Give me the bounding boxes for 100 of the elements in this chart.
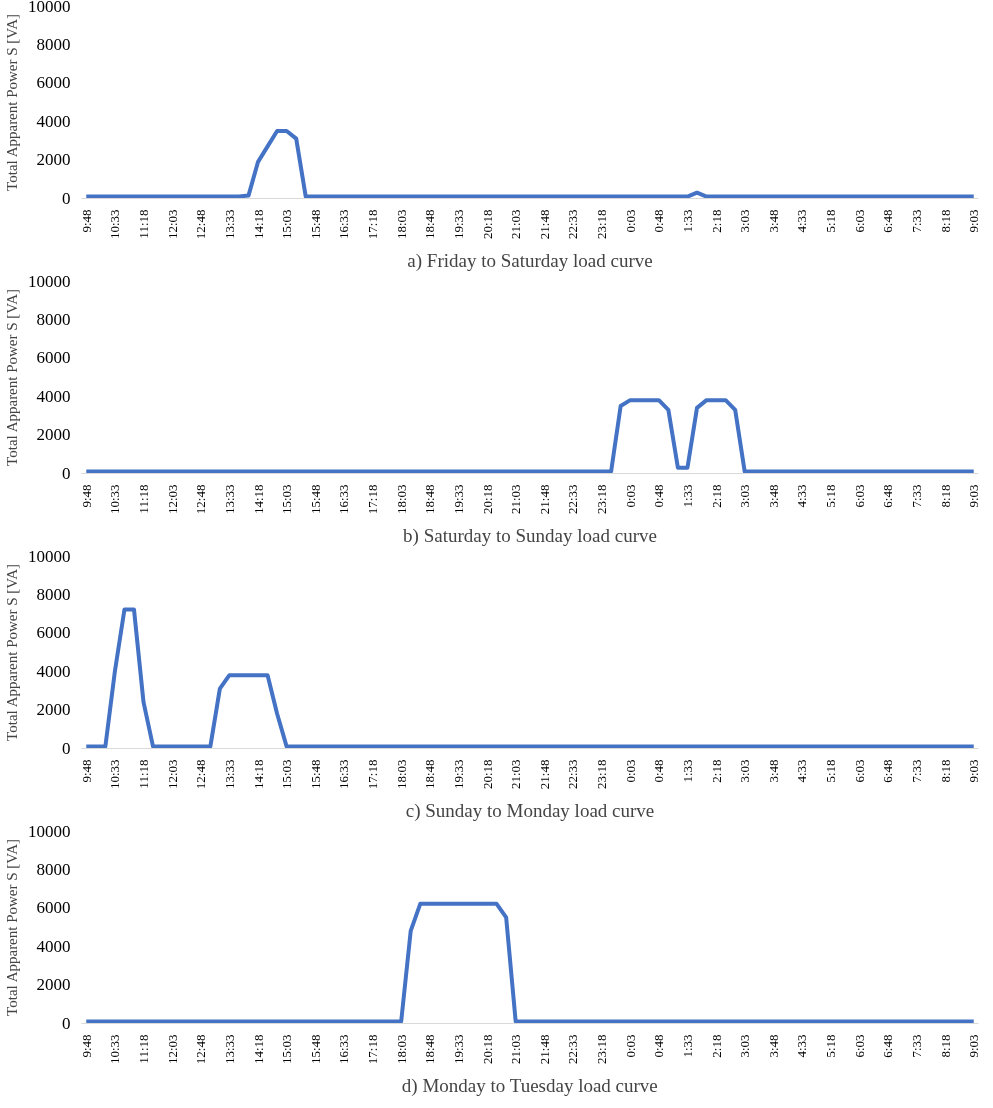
y-tick-label: 0 (62, 1014, 71, 1033)
x-tick-label: 3:48 (765, 209, 781, 233)
x-tick-label: 12:48 (193, 759, 209, 790)
x-tick-label: 16:33 (336, 1034, 352, 1065)
x-tick-label: 2:18 (708, 209, 724, 233)
x-tick-label: 1:33 (679, 209, 695, 233)
x-tick-label: 18:03 (393, 209, 409, 240)
y-tick-label: 2000 (36, 425, 71, 445)
y-tick-label: 10000 (28, 271, 71, 291)
x-tick-label: 0:48 (651, 1034, 667, 1058)
line-series (84, 128, 976, 199)
x-tick-label: 20:18 (479, 209, 495, 240)
x-tick-label: 3:48 (765, 1034, 781, 1058)
x-tick-label: 3:03 (737, 209, 753, 233)
x-tick-label: 6:48 (880, 759, 896, 783)
y-tick-label: 0 (62, 464, 71, 483)
x-tick-label: 0:48 (651, 484, 667, 508)
x-tick-label: 17:18 (365, 759, 381, 790)
x-tick-label: 3:03 (737, 1034, 753, 1058)
x-tick-label: 8:18 (937, 759, 953, 783)
x-tick-label: 8:18 (937, 1034, 953, 1058)
x-tick-label: 15:48 (307, 759, 323, 790)
x-tick-label: 0:03 (622, 759, 638, 783)
x-tick-label: 15:48 (307, 1034, 323, 1065)
x-tick-label: 9:48 (78, 759, 94, 783)
x-tick-label: 5:18 (823, 484, 839, 508)
x-tick-label: 21:48 (536, 1034, 552, 1065)
x-tick-label: 7:33 (908, 1034, 924, 1058)
x-tick-label: 1:33 (679, 484, 695, 508)
x-tick-label: 0:03 (622, 484, 638, 508)
x-tick-label: 11:18 (136, 1034, 152, 1064)
x-tick-label: 10:33 (107, 209, 123, 240)
x-tick-label: 10:33 (107, 484, 123, 515)
x-tick-label: 15:03 (279, 759, 295, 790)
x-tick-label: 12:03 (164, 1034, 180, 1065)
x-tick-label: 19:33 (450, 1034, 466, 1065)
x-tick-label: 18:48 (422, 759, 438, 790)
x-tick-label: 20:18 (479, 1034, 495, 1065)
x-tick-label: 15:48 (307, 484, 323, 515)
x-tick-label: 10:33 (107, 759, 123, 790)
y-tick-label: 4000 (36, 661, 71, 681)
text: c) Sunday to Monday load curve (405, 799, 655, 822)
y-tick-label: 0 (62, 739, 71, 758)
y-tick-label: 10000 (28, 546, 71, 566)
x-tick-label: 0:03 (622, 1034, 638, 1058)
x-tick-label: 6:03 (851, 484, 867, 508)
y-tick-label: 8000 (36, 859, 71, 879)
x-tick-label: 16:33 (336, 484, 352, 515)
x-tick-label: 19:33 (450, 209, 466, 240)
x-tick-label: 4:33 (794, 209, 810, 233)
y-tick-label: 2000 (36, 150, 71, 170)
x-tick-label: 12:03 (164, 209, 180, 240)
x-tick-label: 12:48 (193, 484, 209, 515)
y-tick-label: 6000 (36, 623, 71, 643)
x-tick-label: 12:03 (164, 759, 180, 790)
y-tick-label: 6000 (36, 348, 71, 368)
x-tick-label: 21:03 (508, 209, 524, 240)
x-tick-label: 6:48 (880, 209, 896, 233)
y-tick-label: 4000 (36, 111, 71, 131)
y-tick-label: 6000 (36, 73, 71, 93)
x-tick-label: 14:18 (250, 209, 266, 240)
y-tick-label: 8000 (36, 34, 71, 54)
x-tick-label: 3:48 (765, 484, 781, 508)
x-tick-label: 14:18 (250, 484, 266, 515)
x-tick-label: 3:03 (737, 759, 753, 783)
y-tick-label: 8000 (36, 584, 71, 604)
x-tick-label: 19:33 (450, 759, 466, 790)
x-tick-label: 12:48 (193, 1034, 209, 1065)
x-tick-label: 17:18 (365, 484, 381, 515)
x-tick-label: 6:48 (880, 1034, 896, 1058)
x-tick-label: 5:18 (823, 1034, 839, 1058)
y-tick-label: 8000 (36, 309, 71, 329)
x-tick-label: 14:18 (250, 1034, 266, 1065)
x-tick-label: 22:33 (565, 484, 581, 515)
x-tick-label: 18:03 (393, 759, 409, 790)
x-tick-label: 21:03 (508, 484, 524, 515)
y-tick-label: 10000 (28, 0, 71, 16)
x-tick-label: 9:48 (78, 484, 94, 508)
text: b) Saturday to Sunday load curve (403, 524, 657, 547)
x-tick-label: 18:48 (422, 209, 438, 240)
x-tick-label: 9:03 (966, 209, 982, 233)
x-tick-label: 18:48 (422, 484, 438, 515)
x-tick-label: 7:33 (908, 209, 924, 233)
line-series (84, 398, 976, 474)
x-tick-label: 13:33 (221, 1034, 237, 1065)
x-tick-label: 15:48 (307, 209, 323, 240)
x-tick-label: 6:03 (851, 759, 867, 783)
x-tick-label: 2:18 (708, 1034, 724, 1058)
y-tick-label: 4000 (36, 386, 71, 406)
x-tick-label: 4:33 (794, 1034, 810, 1058)
x-tick-label: 22:33 (565, 759, 581, 790)
x-tick-label: 11:18 (136, 484, 152, 514)
x-tick-label: 8:18 (937, 209, 953, 233)
x-tick-label: 15:03 (279, 209, 295, 240)
x-tick-label: 3:48 (765, 759, 781, 783)
x-tick-label: 19:33 (450, 484, 466, 515)
y-axis-title: Total Apparent Power S [VA] (4, 288, 20, 466)
x-tick-label: 1:33 (679, 759, 695, 783)
x-tick-label: 21:03 (508, 759, 524, 790)
x-tick-label: 9:03 (966, 1034, 982, 1058)
